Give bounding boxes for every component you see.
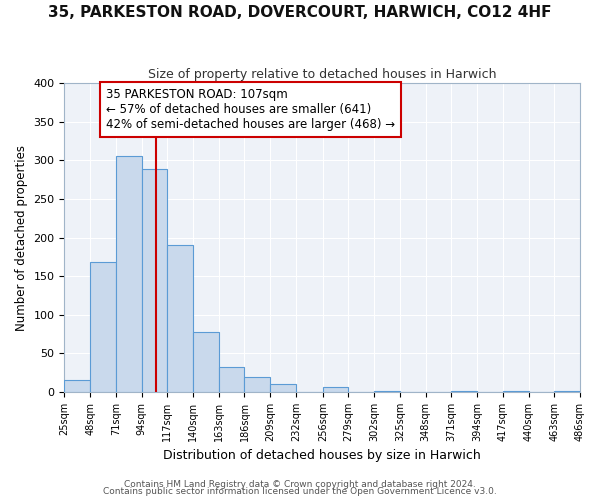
Bar [244,378,270,392]
Text: 35 PARKESTON ROAD: 107sqm
← 57% of detached houses are smaller (641)
42% of semi: 35 PARKESTON ROAD: 107sqm ← 57% of detac… [106,88,395,130]
Bar [116,156,142,392]
Bar [451,390,477,392]
X-axis label: Distribution of detached houses by size in Harwich: Distribution of detached houses by size … [163,450,481,462]
Bar [323,388,349,392]
Title: Size of property relative to detached houses in Harwich: Size of property relative to detached ho… [148,68,496,80]
Bar [219,368,244,392]
Bar [193,332,219,392]
Bar [64,380,90,392]
Text: Contains public sector information licensed under the Open Government Licence v3: Contains public sector information licen… [103,488,497,496]
Bar [270,384,296,392]
Bar [374,390,400,392]
Bar [167,244,193,392]
Bar [142,169,167,392]
Text: 35, PARKESTON ROAD, DOVERCOURT, HARWICH, CO12 4HF: 35, PARKESTON ROAD, DOVERCOURT, HARWICH,… [48,5,552,20]
Text: Contains HM Land Registry data © Crown copyright and database right 2024.: Contains HM Land Registry data © Crown c… [124,480,476,489]
Bar [90,262,116,392]
Y-axis label: Number of detached properties: Number of detached properties [15,144,28,330]
Bar [554,390,580,392]
Bar [503,390,529,392]
